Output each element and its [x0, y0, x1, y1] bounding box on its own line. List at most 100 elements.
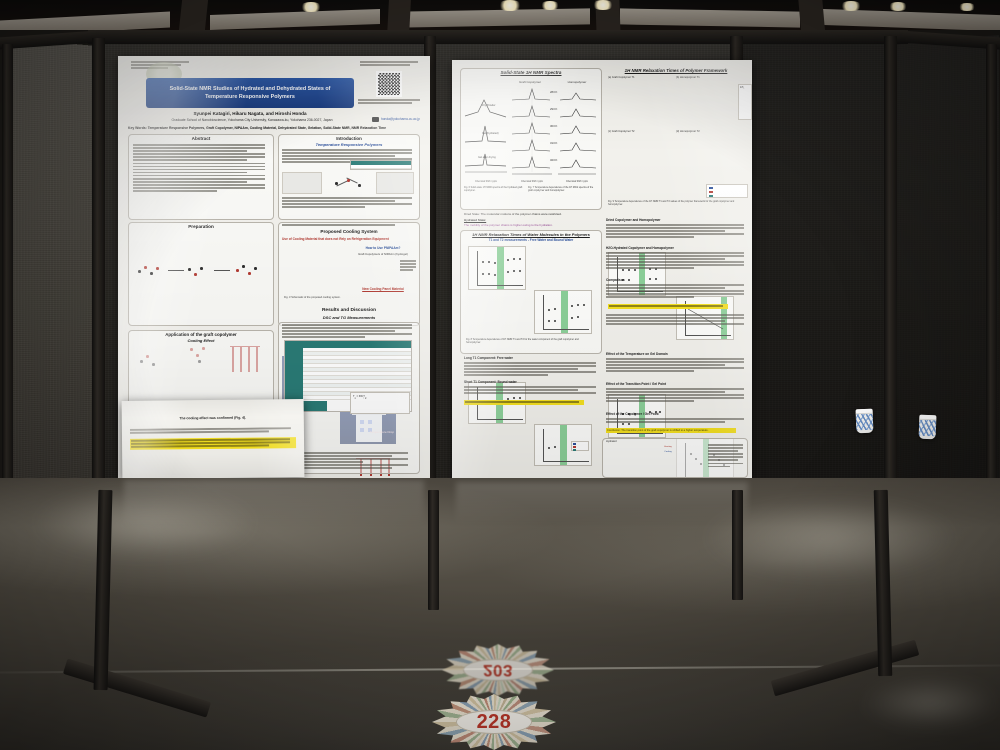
ceiling-panel — [620, 8, 800, 28]
table-row — [285, 380, 411, 384]
introduction-subtitle: Temperature Responsive Polymers — [315, 142, 383, 147]
paper-cup-left[interactable] — [855, 408, 874, 434]
poster-reflection-left — [124, 480, 424, 526]
cooling-callout: Use of Cooling Material that does not Re… — [282, 237, 389, 241]
qr-code[interactable] — [376, 71, 402, 97]
table-row — [285, 376, 411, 380]
ceiling-panel — [820, 8, 1000, 32]
abstract-heading: Abstract — [191, 136, 211, 141]
table-row — [285, 352, 411, 356]
cooling-effect-text — [129, 427, 296, 435]
water-t1-chart-b[interactable] — [534, 290, 592, 334]
ceiling-light — [540, 1, 560, 10]
fig7-spectra[interactable] — [510, 86, 598, 180]
ceiling-light — [840, 1, 862, 11]
spectra-temp-303: 303 K — [550, 124, 558, 128]
cooling-effect-highlight — [129, 437, 297, 451]
introduction-figure-caption — [282, 197, 416, 209]
how-to-use-sub: Graft Copolymers of NIPAAm (hydrogel) — [358, 252, 408, 256]
hydrated-state-bullet: Hydrated State: — [464, 218, 487, 222]
frame-post-5 — [986, 44, 997, 489]
fig6-traces — [464, 99, 507, 173]
ceiling-light — [888, 2, 908, 11]
table-footer-label — [285, 401, 327, 411]
ceiling-light — [592, 0, 614, 10]
mail-icon — [372, 117, 379, 122]
left-poster-lower-flap[interactable]: The cooling effect was confirmed (Fig. 4… — [121, 399, 305, 479]
conclusion-label-hydrated: Hydrated — [606, 440, 617, 443]
poster-authors: Syunpei Katagiri, Hikaru Nagata, and Hir… — [193, 111, 307, 116]
right-poster[interactable]: Solid-State 1H NMR Spectra Graft Copolym… — [452, 60, 752, 482]
table-row — [285, 388, 411, 392]
frame-post-2-lower — [428, 490, 439, 610]
fig6-spectra[interactable] — [464, 86, 508, 178]
framework-sub2: H2O-Hydrated Copolymer and Homopolymer — [606, 246, 674, 250]
table-left-column — [285, 341, 303, 411]
ceiling-light — [300, 2, 322, 12]
framework-text2 — [606, 252, 748, 271]
preparation-heading: Preparation — [188, 224, 214, 229]
framework-text1 — [606, 224, 748, 239]
water-t2-chart-d[interactable] — [534, 424, 592, 466]
water-t1-chart-a[interactable] — [468, 246, 526, 290]
poster-reflection-right — [456, 482, 748, 524]
dried-state-bullet: Dried State: The molecular motions of th… — [464, 212, 562, 216]
long-t1-text — [464, 362, 600, 377]
poster-keywords: Key Words: Temperature Responsive Polyme… — [128, 126, 387, 130]
water-relaxation-heading: 1H NMR Relaxation Times of Water Molecul… — [472, 232, 590, 237]
ceiling-panel — [210, 9, 380, 30]
water-relaxation-subtitle: T1 and T2 measurements - Free Water and … — [488, 238, 574, 242]
spectra-label-dry: Dry Powder — [482, 104, 496, 107]
spectra-temp-323: 323 K — [550, 158, 558, 162]
preparation-scheme-row1 — [132, 256, 270, 296]
results-figure-caption — [284, 452, 412, 464]
poster-email: honda@yokohama-cu.ac.jp — [381, 117, 420, 121]
table-row — [285, 396, 411, 400]
table-row — [285, 392, 411, 396]
proposed-cooling-system-heading: Proposed Cooling System — [320, 229, 378, 234]
effect-gel-domain-heading: Effect of the Temperature on Gel Domain — [606, 352, 668, 356]
introduction-photo-right — [376, 172, 414, 194]
abstract-body — [133, 144, 269, 194]
results-conclusion-text — [284, 464, 412, 470]
floor-reflection-sheen — [700, 498, 960, 578]
floor-decal-228: 228 — [432, 694, 556, 750]
frame-post-1 — [92, 38, 105, 493]
spectra-temp-293: 293 K — [550, 107, 558, 111]
framework-relaxation-heading: 1H NMR Relaxation Times of Polymer Frame… — [624, 68, 728, 73]
nmr-spectra-heading: Solid-State 1H NMR Spectra — [500, 70, 562, 75]
table-row — [285, 384, 411, 388]
results-heading: Results and Discussion — [321, 308, 377, 313]
long-t1-subheading: Long T1 Component: Free water — [464, 356, 513, 360]
introduction-mini-table — [350, 160, 412, 170]
decal-number: 203 — [483, 661, 513, 680]
framework-panel-label-d: (d) Homopolymer T2 — [676, 130, 700, 133]
effect-transition-point-heading: Effect of the Transition Point / Gel Poi… — [606, 382, 667, 386]
cooling-side-footer: New Cooling Panel Material — [362, 287, 404, 291]
decal-oval: 228 — [455, 709, 533, 735]
effect-copolymer-heading: Effect of the Copolymer / Gel Point — [606, 412, 659, 416]
results-intro-text — [282, 324, 416, 339]
effect-copolymer-text — [606, 418, 748, 424]
framework-text3 — [606, 284, 748, 299]
cooling-figure-caption: Fig. 3 Schematic of the proposed cooling… — [284, 296, 341, 299]
frame-post-3-lower — [732, 490, 743, 600]
spectra-temp-313: 313 K — [550, 141, 558, 145]
qr-caption-bottom — [358, 99, 422, 105]
spectra-label-gel-dry: Gel after drying — [478, 156, 496, 159]
ceiling-panel — [400, 8, 590, 28]
equation-inset: Tg = ΣWiTgi — [350, 392, 410, 414]
conclusion-highlight: Conclusion: The transition point of the … — [606, 428, 736, 433]
introduction-heading: Introduction — [336, 136, 362, 141]
dsc-tg-results-table[interactable] — [284, 340, 412, 412]
table-row — [285, 364, 411, 368]
frame-post-0 — [2, 44, 13, 489]
fig6-caption: Fig. 6 Solid-state 1H NMR spectra of the… — [464, 186, 523, 192]
spectra-axis-label-1: Chemical Shift / ppm — [474, 180, 498, 183]
floor-reflection-sheen — [860, 678, 1000, 728]
paper-cup-right[interactable] — [918, 414, 937, 440]
poster-affiliation: Graduate School of Nanobioscience, Yokoh… — [171, 118, 333, 122]
poster-title: Solid-State NMR Studies of Hydrated and … — [146, 78, 354, 108]
framework-sub1: Dried Copolymer and Homopolymer — [606, 218, 661, 222]
ceiling-light — [958, 3, 976, 11]
